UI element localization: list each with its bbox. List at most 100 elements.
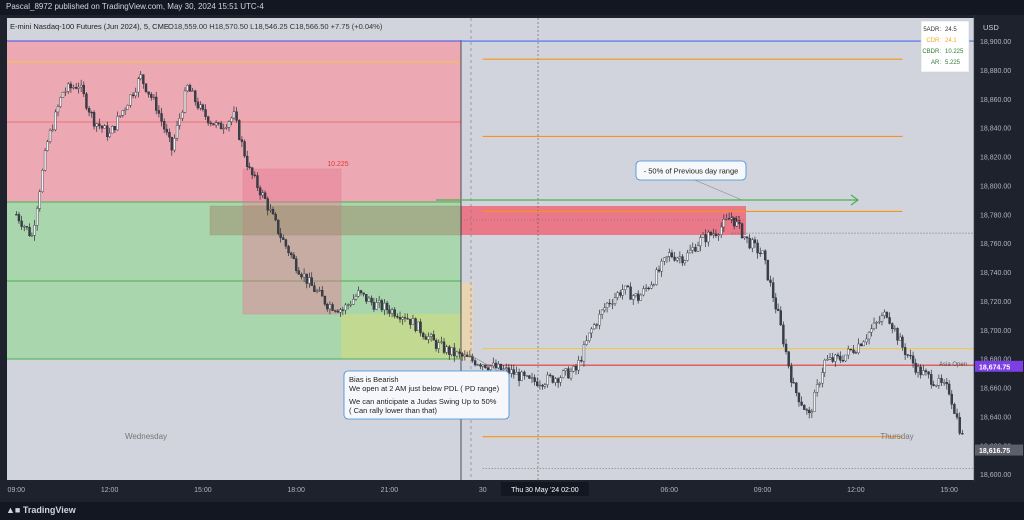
candle-body [30, 235, 34, 237]
candle-body [790, 365, 793, 383]
candle-body [600, 309, 604, 315]
candle-body [476, 364, 479, 366]
candle-body [354, 295, 358, 300]
y-tick-label: 18,720.00 [980, 299, 1011, 306]
candle-body [761, 250, 764, 254]
candle-body [556, 378, 560, 383]
candle-body [25, 226, 29, 228]
candle-body [650, 284, 653, 289]
candle-body [263, 192, 267, 199]
candle-body [950, 393, 953, 405]
candle-body [326, 304, 329, 310]
candle-body [567, 368, 570, 379]
candle-body [38, 191, 42, 209]
candle-body [183, 90, 187, 113]
candle-body [90, 112, 93, 114]
candle-body [284, 239, 288, 247]
candle-body [805, 409, 809, 411]
candle-body [214, 122, 218, 126]
x-tick-label: 15:00 [194, 487, 212, 494]
candle-body [673, 256, 676, 261]
candle-body [688, 249, 692, 254]
candle-body [663, 257, 666, 262]
candle-body [875, 322, 878, 324]
candle-body [657, 269, 661, 272]
candle-body [769, 279, 772, 283]
candle-body [520, 371, 523, 381]
tradingview-logo[interactable]: ▲■ TradingView [6, 505, 76, 515]
candle-body [238, 120, 241, 140]
candle-body [592, 324, 596, 330]
bias-callout-box [343, 370, 510, 420]
x-tick-label: 21:00 [381, 487, 399, 494]
candle-body [696, 245, 700, 252]
candle-body [118, 115, 122, 117]
candle-body [240, 139, 244, 142]
candle-body [219, 122, 223, 130]
candle-body [668, 252, 671, 257]
candle-body [297, 270, 301, 275]
candle-body [883, 311, 886, 316]
candle-body [235, 111, 238, 121]
candle-body [289, 252, 293, 256]
candle-body [551, 375, 555, 383]
candle-body [588, 332, 591, 341]
time-axis[interactable] [0, 482, 974, 502]
candle-body [787, 351, 790, 367]
stat-value: 5.225 [945, 60, 961, 66]
y-tick-label: 18,600.00 [980, 472, 1011, 479]
candle-body [434, 340, 438, 349]
candle-body [256, 175, 259, 188]
candle-body [321, 289, 324, 297]
candle-body [492, 362, 495, 367]
y-tick-label: 18,640.00 [980, 414, 1011, 421]
candle-body [417, 321, 420, 331]
price-tag-bg [975, 444, 1023, 456]
symbol-title: E-mini Nasdaq-100 Futures (Jun 2024), 5,… [10, 22, 169, 31]
candle-body [313, 285, 316, 292]
candle-body [33, 225, 36, 236]
candle-body [619, 292, 622, 296]
candle-body [707, 231, 710, 243]
footer: ▲■ TradingView [0, 502, 1024, 520]
candle-body [339, 309, 342, 313]
candle-body [955, 413, 959, 418]
overlap-zone [341, 314, 461, 359]
candle-body [647, 287, 650, 290]
candle-body [813, 392, 816, 412]
candle-body [803, 405, 806, 410]
chart-area[interactable]: 10.225 H1 - 50% of Previous day range Bi… [0, 15, 1024, 520]
candle-body [525, 375, 529, 377]
candle-body [269, 209, 272, 211]
candle-body [792, 382, 795, 384]
candle-body [437, 342, 440, 349]
candle-body [911, 355, 915, 364]
candle-body [155, 96, 158, 111]
x-tick-label: 15:00 [940, 487, 958, 494]
candle-body [28, 227, 31, 237]
candle-body [717, 234, 720, 237]
price-axis[interactable] [974, 15, 1024, 482]
candle-body [732, 217, 736, 227]
price-chart[interactable]: 10.225 H1 - 50% of Previous day range Bi… [0, 15, 1024, 502]
candle-body [116, 116, 119, 131]
candle-body [20, 220, 23, 227]
published-text: Pascal_8972 published on TradingView.com… [6, 2, 264, 11]
candle-body [232, 111, 236, 119]
candle-body [937, 378, 941, 386]
candle-body [106, 125, 109, 137]
candles-layer [15, 70, 964, 436]
candle-body [546, 374, 549, 385]
candle-body [429, 334, 433, 337]
candle-body [209, 122, 213, 124]
candle-body [465, 354, 469, 357]
candle-body [676, 257, 679, 261]
candle-body [15, 214, 18, 216]
y-tick-label: 18,700.00 [980, 328, 1011, 335]
y-tick-label: 18,680.00 [980, 357, 1011, 364]
candle-body [305, 273, 308, 284]
price-tag-label: 18,674.75 [979, 364, 1010, 371]
candle-body [380, 300, 384, 311]
candle-body [528, 375, 531, 379]
stats-layer: 5ADR: 24.5 CDR: 24.1 CBDR: 10.225 AR: 5.225 [922, 27, 964, 66]
